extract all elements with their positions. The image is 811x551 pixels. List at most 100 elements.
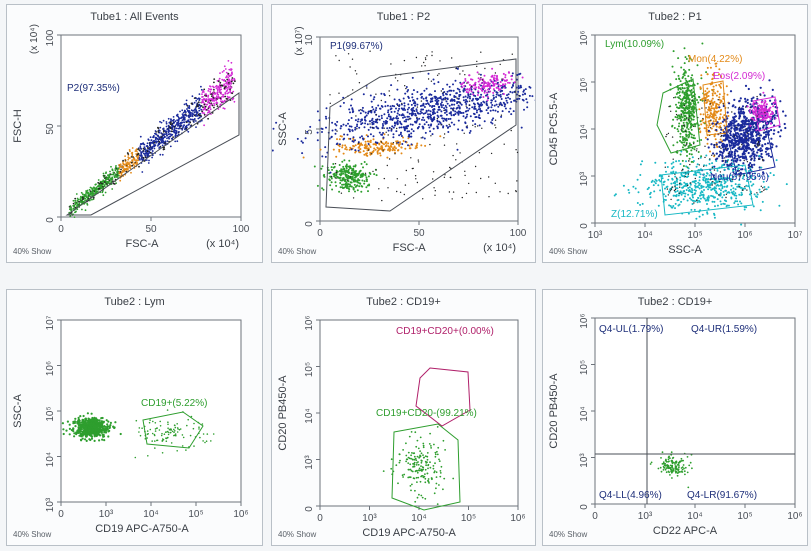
event-dot: [184, 126, 187, 129]
event-dot: [142, 156, 145, 159]
event-dot: [381, 127, 384, 130]
event-dot: [193, 101, 196, 104]
event-dot: [770, 155, 773, 158]
panel-title: Tube1 : All Events: [90, 11, 179, 23]
event-dot: [672, 165, 675, 168]
event-dot: [690, 208, 693, 211]
event-dot: [354, 128, 357, 131]
event-dot: [403, 129, 406, 132]
event-dot: [749, 155, 752, 158]
event-dot: [213, 100, 216, 102]
event-dot: [771, 143, 774, 146]
plot-area: [60, 34, 242, 218]
event-dot: [746, 180, 748, 182]
event-dot: [705, 71, 708, 74]
event-dot: [463, 132, 465, 134]
event-dot: [161, 139, 164, 142]
event-dot: [726, 148, 729, 151]
event-dot: [159, 146, 161, 149]
event-dot: [193, 121, 195, 123]
event-dot: [114, 166, 117, 169]
event-dot: [767, 115, 770, 118]
event-dot: [129, 167, 132, 170]
event-dot: [119, 171, 122, 173]
event-dot: [92, 196, 95, 199]
event-dot: [160, 139, 163, 142]
event-dot: [693, 137, 696, 140]
event-dot: [504, 76, 507, 79]
event-dot: [684, 195, 686, 198]
event-dot: [503, 85, 506, 87]
event-dot: [521, 98, 524, 101]
event-dot: [757, 131, 760, 134]
event-dot: [755, 127, 758, 130]
event-dot: [707, 207, 710, 210]
event-dot: [500, 98, 503, 100]
event-dot: [752, 141, 756, 144]
event-dot: [468, 107, 471, 110]
event-dot: [672, 50, 675, 53]
event-dot: [727, 204, 730, 207]
event-dot: [726, 161, 729, 164]
event-dot: [369, 123, 371, 125]
event-dot: [474, 165, 477, 168]
event-dot: [718, 145, 721, 148]
event-dot: [743, 152, 746, 155]
event-dot: [436, 126, 439, 129]
event-dot: [452, 191, 455, 193]
event-dot: [318, 119, 321, 122]
y-tick-label: 10: [304, 34, 315, 46]
event-dot: [451, 57, 453, 59]
event-dot: [666, 185, 669, 188]
event-dot: [396, 121, 398, 124]
event-dot: [519, 86, 522, 89]
event-dot: [76, 197, 79, 200]
event-dot: [112, 173, 115, 176]
event-dot: [365, 163, 368, 166]
event-dot: [369, 133, 372, 136]
event-dot: [144, 150, 147, 153]
event-dot: [751, 109, 754, 112]
event-dot: [478, 87, 480, 90]
event-dot: [380, 105, 383, 107]
event-dot: [726, 179, 729, 182]
event-dot: [403, 104, 406, 107]
event-dot: [752, 111, 755, 113]
event-dot: [771, 113, 774, 115]
event-dot: [224, 68, 227, 70]
event-dot: [688, 112, 691, 115]
event-dot: [393, 105, 396, 108]
event-dot: [728, 128, 731, 131]
event-dot: [697, 181, 700, 184]
event-dot: [496, 74, 498, 77]
event-dot: [679, 179, 682, 182]
event-dot: [688, 94, 691, 97]
event-dot: [456, 97, 458, 99]
event-dot: [688, 116, 690, 119]
event-dot: [449, 117, 452, 120]
event-dot: [437, 99, 440, 102]
event-dot: [752, 125, 755, 129]
event-dot: [355, 170, 357, 172]
event-dot: [365, 186, 368, 189]
event-dot: [417, 112, 420, 115]
event-dot: [325, 117, 328, 120]
event-dot: [352, 197, 355, 199]
event-dot: [496, 77, 499, 80]
event-dot: [469, 115, 472, 118]
event-dot: [352, 89, 354, 91]
event-dot: [115, 165, 117, 167]
event-dot: [324, 155, 327, 158]
event-dot: [222, 107, 225, 109]
event-dot: [331, 129, 334, 132]
event-dot: [653, 180, 656, 183]
event-dot: [718, 122, 721, 125]
event-dot: [711, 77, 714, 80]
event-dot: [453, 103, 456, 106]
event-dot: [715, 143, 718, 146]
event-dot: [75, 210, 77, 213]
event-dot: [507, 81, 509, 84]
event-dot: [207, 94, 210, 97]
event-dot: [227, 79, 229, 82]
event-dot: [190, 102, 193, 105]
